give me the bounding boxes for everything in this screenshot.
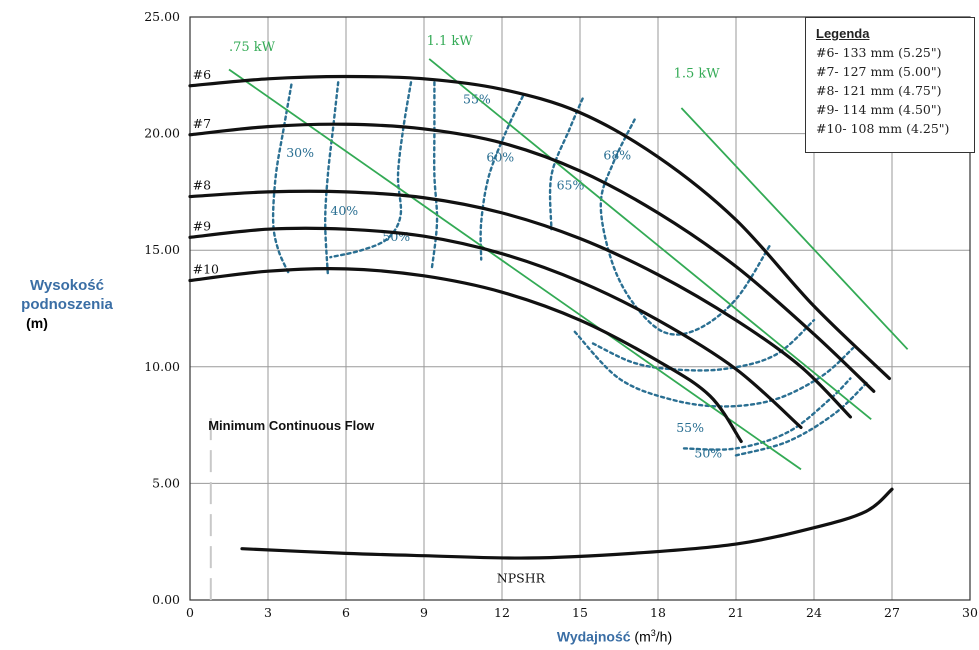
plot-frame <box>189 16 971 601</box>
y-axis-label-line-2: podnoszenia <box>21 296 113 313</box>
legend-title: Legenda <box>816 26 870 41</box>
x-tick-label-30: 30 <box>962 605 978 620</box>
x-axis-label-bold: Wydajność <box>556 628 631 645</box>
x-tick-label-21: 21 <box>728 605 744 620</box>
efficiency-label-6: 65% <box>557 178 585 193</box>
head-curve-label-8: #8 <box>193 178 211 193</box>
npshr-curve <box>240 487 894 560</box>
legend-entry-7: #7- 127 mm (5.00") <box>816 64 942 79</box>
head-curve-label-10: #10 <box>193 262 219 277</box>
x-axis-label-sup: 3 <box>650 628 656 638</box>
x-tick-label-12: 12 <box>494 605 510 620</box>
power-line-3 <box>680 107 909 350</box>
power-label-1: .75 kW <box>229 40 276 55</box>
head-curve-10 <box>188 267 743 444</box>
head-curve-6 <box>188 74 891 381</box>
y-axis-label: Wysokość podnoszenia (m) <box>2 276 132 333</box>
efficiency-label-5: 60% <box>486 150 514 165</box>
efficiency-curve-5 <box>479 95 524 261</box>
x-tick-label-0: 0 <box>186 605 194 620</box>
x-tick-label-24: 24 <box>806 605 822 620</box>
y-tick-label-10.00: 10.00 <box>144 359 180 374</box>
y-tick-label-0.00: 0.00 <box>152 592 180 607</box>
power-label-2: 1.1 kW <box>427 34 474 49</box>
efficiency-label-7: 68% <box>603 147 631 162</box>
efficiency-label-2: 40% <box>330 203 358 218</box>
power-line-2 <box>428 58 872 420</box>
efficiency-curve-3 <box>329 81 413 259</box>
y-axis-label-line-1: Wysokość <box>30 277 104 294</box>
x-tick-label-27: 27 <box>884 605 900 620</box>
legend-entry-9: #9- 114 mm (4.50") <box>816 102 942 117</box>
y-tick-label-5.00: 5.00 <box>152 475 180 490</box>
head-curve-label-9: #9 <box>193 218 211 233</box>
power-line-1 <box>228 68 802 471</box>
x-axis-label: Wydajność (m3/h) <box>0 628 979 645</box>
head-curve-7 <box>188 122 876 393</box>
y-tick-label-25.00: 25.00 <box>144 9 180 24</box>
efficiency-label-1: 30% <box>286 145 314 160</box>
min-flow-label: Minimum Continuous Flow <box>208 418 375 433</box>
x-axis-label-unit: (m <box>634 628 651 645</box>
efficiency-curve-extra-1 <box>591 318 816 372</box>
x-tick-label-3: 3 <box>264 605 272 620</box>
efficiency-label-8: 55% <box>676 420 704 435</box>
y-axis-label-line-3: (m) <box>26 315 48 331</box>
efficiency-curve-7 <box>599 118 771 336</box>
x-axis-label-end: /h) <box>655 628 673 645</box>
y-tick-label-20.00: 20.00 <box>144 126 180 141</box>
efficiency-curve-4 <box>430 81 439 271</box>
x-tick-label-6: 6 <box>342 605 350 620</box>
efficiency-curve-2 <box>323 81 340 275</box>
x-tick-label-15: 15 <box>572 605 588 620</box>
legend-entry-6: #6- 133 mm (5.25") <box>816 45 942 60</box>
efficiency-curve-1 <box>271 83 293 275</box>
head-curve-label-6: #6 <box>193 67 211 82</box>
head-curve-label-7: #7 <box>193 116 211 131</box>
x-tick-label-9: 9 <box>420 605 428 620</box>
npshr-label: NPSHR <box>497 571 546 586</box>
legend-entry-8: #8- 121 mm (4.75") <box>816 83 942 98</box>
head-curve-9 <box>188 226 803 430</box>
power-label-3: 1.5 kW <box>674 67 721 82</box>
head-curve-8 <box>188 189 852 419</box>
x-tick-label-18: 18 <box>650 605 666 620</box>
efficiency-curve-9 <box>734 379 870 457</box>
legend: Legenda #6- 133 mm (5.25") #7- 127 mm (5… <box>805 17 975 153</box>
efficiency-curve-8 <box>573 330 855 408</box>
y-tick-label-15.00: 15.00 <box>144 242 180 257</box>
legend-entry-10: #10- 108 mm (4.25") <box>816 121 950 136</box>
